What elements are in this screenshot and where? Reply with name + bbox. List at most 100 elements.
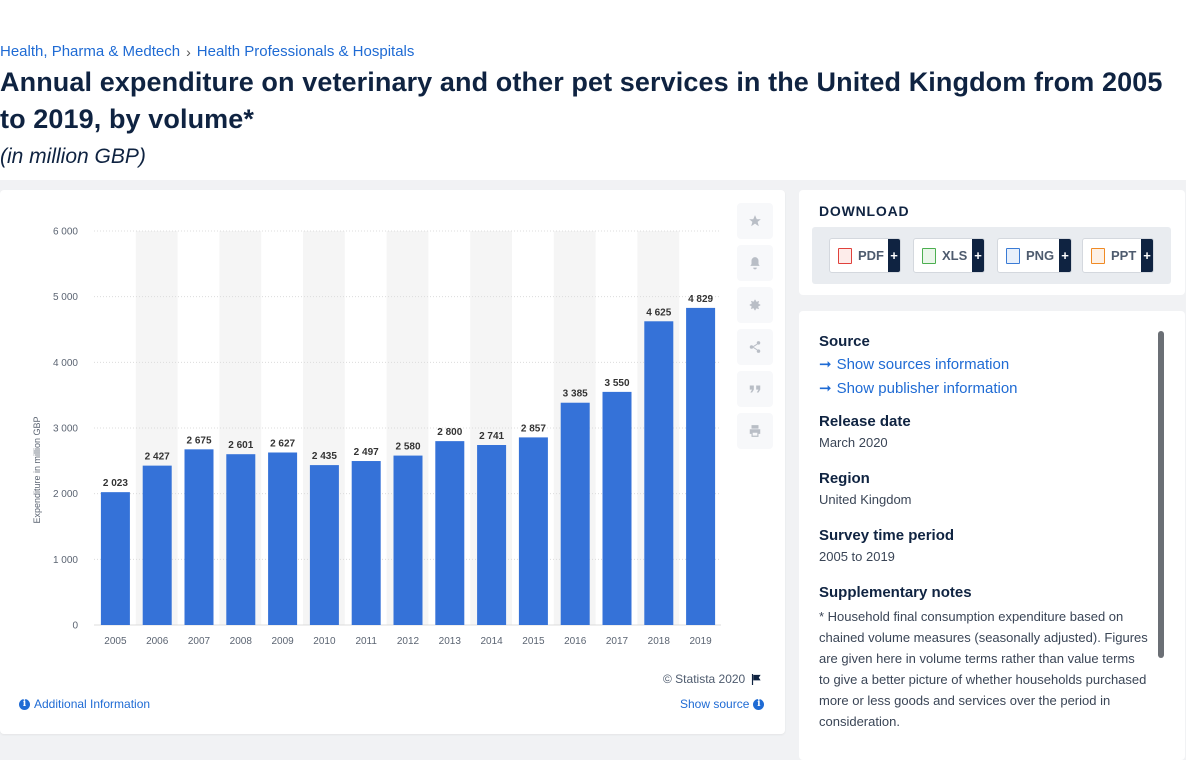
x-tick-label: 2006 xyxy=(146,636,169,647)
download-xls-button[interactable]: XLS + xyxy=(913,238,985,273)
flag-icon[interactable] xyxy=(751,673,762,685)
x-tick-label: 2019 xyxy=(689,636,712,647)
bar-2014 xyxy=(477,445,507,625)
page-subtitle: (in million GBP) xyxy=(0,145,146,168)
download-png-label: PNG xyxy=(1026,248,1055,263)
x-tick-label: 2009 xyxy=(271,636,294,647)
arrow-right-icon: ➞ xyxy=(819,356,832,373)
breadcrumb-item-hospitals[interactable]: Health Professionals & Hospitals xyxy=(196,43,415,60)
data-label: 3 550 xyxy=(604,378,629,389)
settings-button[interactable] xyxy=(737,287,773,323)
y-axis-label: Expenditure in million GBP xyxy=(32,416,42,523)
data-label: 2 601 xyxy=(228,440,253,451)
notification-button[interactable] xyxy=(737,245,773,281)
plus-icon: + xyxy=(1059,239,1071,272)
bar-2013 xyxy=(435,441,465,625)
survey-period-value: 2005 to 2019 xyxy=(819,549,895,564)
bar-2008 xyxy=(226,454,256,625)
breadcrumb-separator: › xyxy=(186,43,191,60)
star-icon xyxy=(749,215,761,227)
gear-icon xyxy=(749,299,761,311)
data-label: 2 580 xyxy=(395,442,420,453)
details-scrollbar[interactable] xyxy=(1158,331,1164,658)
data-label: 2 741 xyxy=(479,431,504,442)
y-tick-label: 1 000 xyxy=(53,555,78,566)
copyright-text: © Statista 2020 xyxy=(663,672,746,686)
chart-toolbar xyxy=(737,203,773,449)
share-button[interactable] xyxy=(737,329,773,365)
bar-2012 xyxy=(393,455,423,625)
bar-2018 xyxy=(644,321,674,625)
bell-icon xyxy=(750,257,760,270)
x-tick-label: 2014 xyxy=(480,636,503,647)
data-label: 4 829 xyxy=(688,294,713,305)
bar-2016 xyxy=(560,402,590,625)
download-pdf-button[interactable]: PDF + xyxy=(829,238,901,273)
x-tick-label: 2012 xyxy=(397,636,420,647)
png-file-icon xyxy=(1006,247,1020,264)
supplementary-notes-value: * Household final consumption expenditur… xyxy=(819,609,1148,729)
pdf-file-icon xyxy=(838,247,852,264)
download-png-button[interactable]: PNG + xyxy=(997,238,1072,273)
release-date-label: Release date xyxy=(819,413,911,430)
data-label: 2 023 xyxy=(103,478,128,489)
share-icon xyxy=(749,341,761,353)
y-tick-label: 2 000 xyxy=(53,489,78,500)
download-pdf-label: PDF xyxy=(858,248,884,263)
source-label: Source xyxy=(819,333,870,350)
bar-chart: 0 1 000 2 000 3 000 4 000 5 000 6 000 Expenditu… xyxy=(32,227,721,647)
y-tick-label: 0 xyxy=(72,621,78,632)
cite-button[interactable] xyxy=(737,371,773,407)
bar-2006 xyxy=(142,465,172,625)
bar-2009 xyxy=(268,452,298,625)
arrow-right-icon: ➞ xyxy=(819,380,832,397)
x-tick-label: 2007 xyxy=(188,636,211,647)
statistic-details: Source ➞ Show sources information ➞ Show… xyxy=(819,333,1149,732)
bar-2015 xyxy=(518,437,548,625)
x-tick-label: 2010 xyxy=(313,636,336,647)
bar-2007 xyxy=(184,449,214,625)
region-value: United Kingdom xyxy=(819,492,912,507)
bar-2005 xyxy=(100,492,130,625)
plus-icon: + xyxy=(888,239,900,272)
data-label: 4 625 xyxy=(646,307,671,318)
copyright: © Statista 2020 xyxy=(663,672,762,686)
print-icon xyxy=(749,425,761,437)
page-title: Annual expenditure on veterinary and oth… xyxy=(0,67,1163,134)
show-sources-link[interactable]: ➞ Show sources information xyxy=(819,355,1149,374)
additional-information-link[interactable]: i Additional Information xyxy=(19,697,150,711)
x-tick-label: 2005 xyxy=(104,636,127,647)
x-tick-label: 2011 xyxy=(355,636,377,647)
x-tick-label: 2015 xyxy=(522,636,545,647)
xls-file-icon xyxy=(922,247,936,264)
bar-2017 xyxy=(602,391,632,625)
header-band xyxy=(0,0,1186,180)
x-tick-label: 2013 xyxy=(439,636,462,647)
plus-icon: + xyxy=(1141,239,1153,272)
x-tick-label: 2016 xyxy=(564,636,587,647)
y-tick-label: 4 000 xyxy=(53,358,78,369)
data-label: 2 435 xyxy=(312,451,337,462)
favorite-button[interactable] xyxy=(737,203,773,239)
bar-2019 xyxy=(686,307,716,625)
show-publisher-link[interactable]: ➞ Show publisher information xyxy=(819,379,1149,398)
x-tick-label: 2018 xyxy=(648,636,671,647)
y-tick-label: 3 000 xyxy=(53,424,78,435)
breadcrumb-item-health[interactable]: Health, Pharma & Medtech xyxy=(0,43,181,60)
data-label: 2 675 xyxy=(186,435,211,446)
y-tick-label: 5 000 xyxy=(53,292,78,303)
release-date-value: March 2020 xyxy=(819,435,888,450)
show-source-label: Show source xyxy=(680,697,750,711)
data-label: 2 627 xyxy=(270,438,295,449)
download-ppt-button[interactable]: PPT + xyxy=(1082,238,1154,273)
statistic-details-card: Source ➞ Show sources information ➞ Show… xyxy=(799,311,1185,760)
plus-icon: + xyxy=(972,239,984,272)
bar-2010 xyxy=(309,465,339,625)
x-tick-label: 2017 xyxy=(606,636,629,647)
info-icon: i xyxy=(19,698,30,710)
show-sources-label: Show sources information xyxy=(836,355,1010,373)
download-title: DOWNLOAD xyxy=(819,203,910,219)
show-source-link[interactable]: Show source i xyxy=(680,697,765,711)
print-button[interactable] xyxy=(737,413,773,449)
info-icon: i xyxy=(753,698,765,710)
